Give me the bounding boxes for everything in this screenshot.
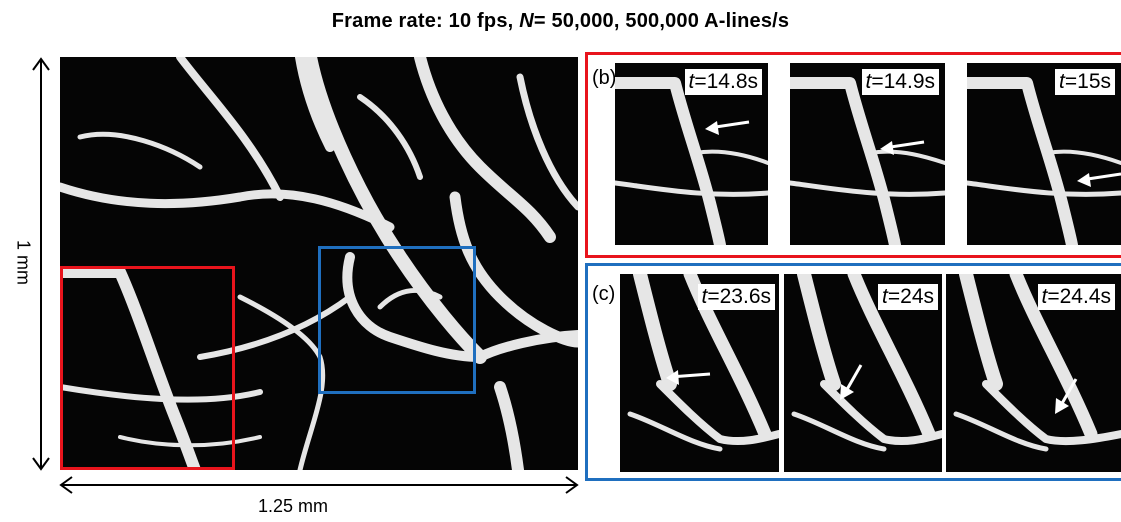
- panel-c-frame: [585, 263, 1121, 481]
- panel-c-frame-2-vessels: [791, 274, 942, 452]
- panel-b-frame-2-image: t=14.9s: [790, 63, 945, 245]
- vertical-scale-label: 1 mm: [13, 240, 34, 285]
- panel-c-frame-1-image: t=23.6s: [620, 274, 779, 472]
- arrow-icon: [880, 140, 925, 155]
- arrow-icon: [705, 120, 750, 135]
- panel-b-frame-3-vessels: [967, 77, 1121, 245]
- title-prefix: Frame rate: 10 fps,: [331, 10, 520, 32]
- horizontal-scale-label: 1.25 mm: [258, 496, 329, 516]
- panel-c-frame-3-vessels: [953, 274, 1121, 452]
- horizontal-scale-arrow: [59, 476, 579, 494]
- arrow-icon: [1077, 172, 1121, 187]
- panel-b-frame-3-image: t=15s: [967, 63, 1121, 245]
- blue-roi-box: [318, 246, 476, 394]
- panel-c-frame-2-image: t=24s: [784, 274, 942, 472]
- panel-b-frame-1-vessels: [615, 77, 768, 245]
- panel-b-frame-1-image: t=14.8s: [615, 63, 768, 245]
- title-suffix: = 50,000, 500,000 A-lines/s: [533, 10, 790, 32]
- panel-c-frame-3-image: t=24.4s: [946, 274, 1121, 472]
- title-n: N: [519, 10, 534, 32]
- red-roi-box: [60, 266, 235, 470]
- figure-title: Frame rate: 10 fps, N= 50,000, 500,000 A…: [0, 10, 1121, 33]
- main-angiogram-image: [60, 57, 578, 470]
- panel-b-frame-2-vessels: [790, 77, 945, 245]
- panel-b-frame-3-time: t=15s: [1055, 69, 1115, 95]
- panel-b-frame: [585, 52, 1121, 258]
- panel-b-label: (b): [592, 67, 617, 89]
- vertical-scale-arrow: [32, 57, 50, 471]
- panel-b-frame-2-time: t=14.9s: [861, 69, 939, 95]
- arrow-icon: [1055, 378, 1078, 414]
- panel-c-frame-2-time: t=24s: [878, 284, 938, 310]
- panel-b-frame-1-time: t=14.8s: [684, 69, 762, 95]
- panel-c-label: (c): [592, 283, 616, 305]
- panel-c-frame-3-time: t=24.4s: [1037, 284, 1115, 310]
- arrow-icon: [666, 370, 711, 385]
- panel-c-frame-1-time: t=23.6s: [697, 284, 775, 310]
- arrow-icon: [840, 364, 863, 400]
